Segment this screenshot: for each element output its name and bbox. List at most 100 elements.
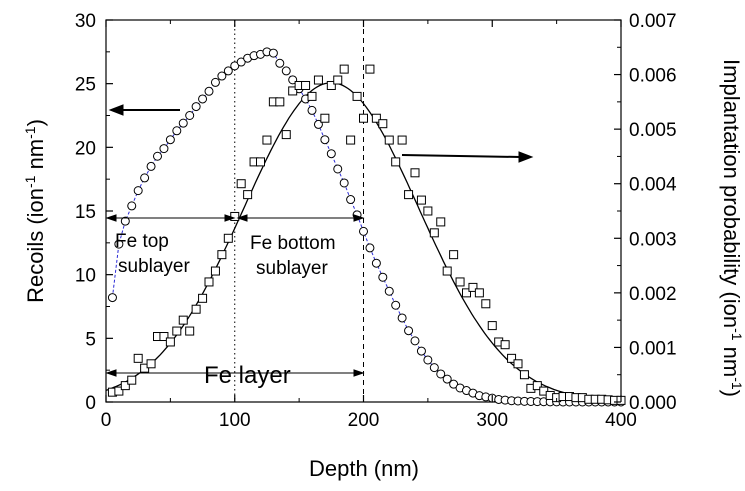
circle-data-point (153, 151, 162, 161)
square-data-point (397, 135, 407, 145)
y-right-tick-label: 0.001 (629, 338, 677, 359)
circle-data-point (165, 135, 175, 145)
circle-data-point (404, 326, 414, 336)
fe-bottom-label-line2: sublayer (256, 258, 328, 279)
square-data-point (365, 64, 375, 74)
y-left-tick-label: 15 (75, 202, 96, 223)
square-data-point (423, 206, 433, 216)
circle-data-point (333, 164, 343, 174)
y-left-tick-label: 10 (75, 266, 96, 287)
y-right-tick-label: 0.003 (629, 229, 677, 250)
square-data-point (416, 195, 426, 205)
fe-top-label-line2: sublayer (118, 256, 190, 277)
square-data-point (474, 288, 484, 298)
circle-data-point (114, 239, 124, 249)
circle-data-point (339, 178, 349, 188)
square-data-point (359, 113, 368, 123)
square-data-point (191, 304, 201, 314)
x-tick-label: 300 (476, 410, 508, 431)
circle-data-point (146, 161, 156, 171)
square-data-point (127, 375, 137, 385)
square-data-point (120, 381, 130, 391)
square-data-point (288, 86, 298, 96)
square-data-point (384, 135, 394, 145)
square-data-point (178, 315, 188, 325)
circle-data-point (198, 94, 208, 104)
x-tick-label: 200 (348, 410, 380, 431)
circle-series-points (107, 47, 626, 407)
square-data-point (243, 190, 253, 200)
square-data-point (159, 332, 169, 342)
circle-data-point (384, 286, 394, 296)
circle-data-point (326, 149, 336, 159)
square-data-point (532, 381, 542, 391)
square-data-point (281, 130, 291, 140)
circle-data-point (359, 226, 368, 236)
square-data-point (256, 157, 265, 167)
circle-data-point (378, 272, 388, 282)
y-right-tick-label: 0.000 (629, 393, 677, 414)
square-data-point (165, 337, 175, 347)
square-data-point (507, 353, 517, 363)
y-left-tick-label: 25 (75, 75, 96, 96)
square-data-point (333, 75, 343, 85)
y-right-tick-label: 0.006 (629, 66, 677, 87)
circle-data-point (371, 258, 381, 268)
y-right-tick-label: 0.004 (629, 175, 677, 196)
x-axis-title: Depth (nm) (309, 456, 419, 481)
circle-data-point (429, 363, 439, 373)
square-data-point (371, 113, 381, 123)
square-data-point (455, 277, 465, 287)
circle-data-point (391, 300, 401, 310)
y-right-tick-label: 0.002 (629, 284, 677, 305)
square-data-point (481, 299, 491, 309)
square-data-point (352, 91, 362, 101)
square-data-point (468, 282, 478, 292)
circle-data-point (217, 71, 227, 81)
circle-data-point (178, 118, 188, 128)
square-data-point (410, 168, 420, 178)
square-data-point (230, 211, 240, 221)
square-data-point (436, 217, 446, 227)
square-data-point (204, 277, 214, 287)
square-data-point (326, 80, 336, 90)
square-data-point (172, 326, 182, 336)
y-left-tick-label: 5 (85, 329, 96, 350)
square-data-point (210, 266, 220, 276)
square-data-point (378, 119, 388, 129)
square-data-point (198, 293, 208, 303)
circle-series-line (111, 51, 621, 403)
circle-data-point (416, 346, 426, 356)
circle-data-point (449, 379, 459, 389)
circle-series-connector (111, 51, 621, 403)
axis-ticks: 0 100 200 300 400 0 5 10 15 20 25 30 0.000 0.001 0.002… (75, 11, 677, 431)
circle-data-point (127, 201, 137, 211)
x-tick-label: 0 (101, 410, 112, 431)
circle-data-point (346, 195, 356, 205)
square-data-point (391, 157, 401, 167)
square-data-point (513, 359, 523, 369)
circle-data-point (410, 336, 420, 346)
annotation-arrows (105, 104, 534, 377)
y-left-tick-label: 30 (75, 11, 96, 32)
left-axis-title: Recoils (ion-1 nm-1) (22, 119, 48, 303)
square-data-point (185, 326, 195, 336)
fe-bottom-label-line1: Fe bottom (250, 233, 336, 254)
square-data-point (313, 75, 323, 85)
square-data-point (133, 353, 143, 363)
circle-data-point (210, 77, 220, 87)
y-left-tick-label: 0 (85, 393, 96, 414)
y-right-tick-label: 0.007 (629, 11, 677, 32)
circle-data-point (172, 126, 182, 136)
square-data-point (404, 190, 414, 200)
square-data-point (217, 250, 227, 260)
square-data-point (114, 386, 124, 396)
circle-data-point (230, 61, 240, 71)
square-data-point (146, 359, 156, 369)
square-data-point (442, 266, 452, 276)
y-right-tick-label: 0.005 (629, 120, 677, 141)
square-data-point (223, 233, 233, 243)
right-axis-pointer-arrow (401, 154, 521, 158)
circle-data-point (442, 374, 452, 384)
